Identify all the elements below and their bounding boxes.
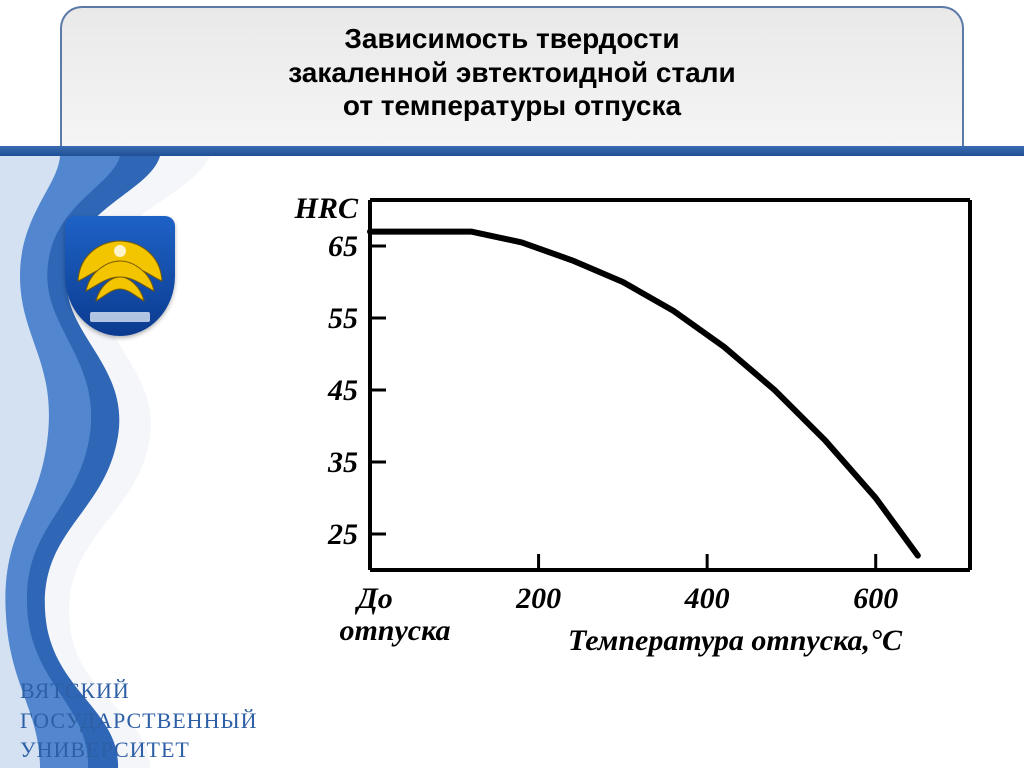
title-underline-strip: [0, 146, 1024, 156]
university-line-2: ГОСУДАРСТВЕННЫЙ: [20, 706, 210, 736]
left-ribbon: ВЯТСКИЙ ГОСУДАРСТВЕННЫЙ УНИВЕРСИТЕТ: [0, 156, 210, 768]
svg-text:До: До: [354, 582, 393, 615]
svg-text:45: 45: [327, 374, 358, 407]
title-line-1: Зависимость твердости: [344, 23, 679, 54]
university-name: ВЯТСКИЙ ГОСУДАРСТВЕННЫЙ УНИВЕРСИТЕТ: [20, 676, 210, 765]
svg-text:35: 35: [327, 446, 358, 479]
svg-text:400: 400: [684, 582, 730, 615]
university-line-1: ВЯТСКИЙ: [20, 676, 210, 706]
slide-title: Зависимость твердости закаленной эвтекто…: [92, 22, 932, 123]
title-tab: Зависимость твердости закаленной эвтекто…: [60, 6, 964, 146]
title-tab-bg: Зависимость твердости закаленной эвтекто…: [60, 6, 964, 146]
university-line-3: УНИВЕРСИТЕТ: [20, 735, 210, 765]
svg-text:25: 25: [327, 518, 358, 551]
hardness-vs-temperature-chart: 25 35 45 55 65 HRC 200 400 600 Доотпуска Температу…: [250, 190, 990, 690]
title-line-2: закаленной эвтектоидной стали: [288, 57, 736, 88]
title-line-3: от температуры отпуска: [343, 90, 681, 121]
svg-text:200: 200: [515, 582, 561, 615]
svg-text:Температура отпуска,°С: Температура отпуска,°С: [568, 624, 903, 657]
svg-text:600: 600: [853, 582, 898, 615]
svg-text:отпуска: отпуска: [339, 614, 450, 647]
svg-text:55: 55: [328, 302, 358, 335]
svg-text:HRC: HRC: [294, 192, 359, 225]
university-crest-icon: [65, 216, 175, 336]
svg-text:65: 65: [328, 230, 358, 263]
